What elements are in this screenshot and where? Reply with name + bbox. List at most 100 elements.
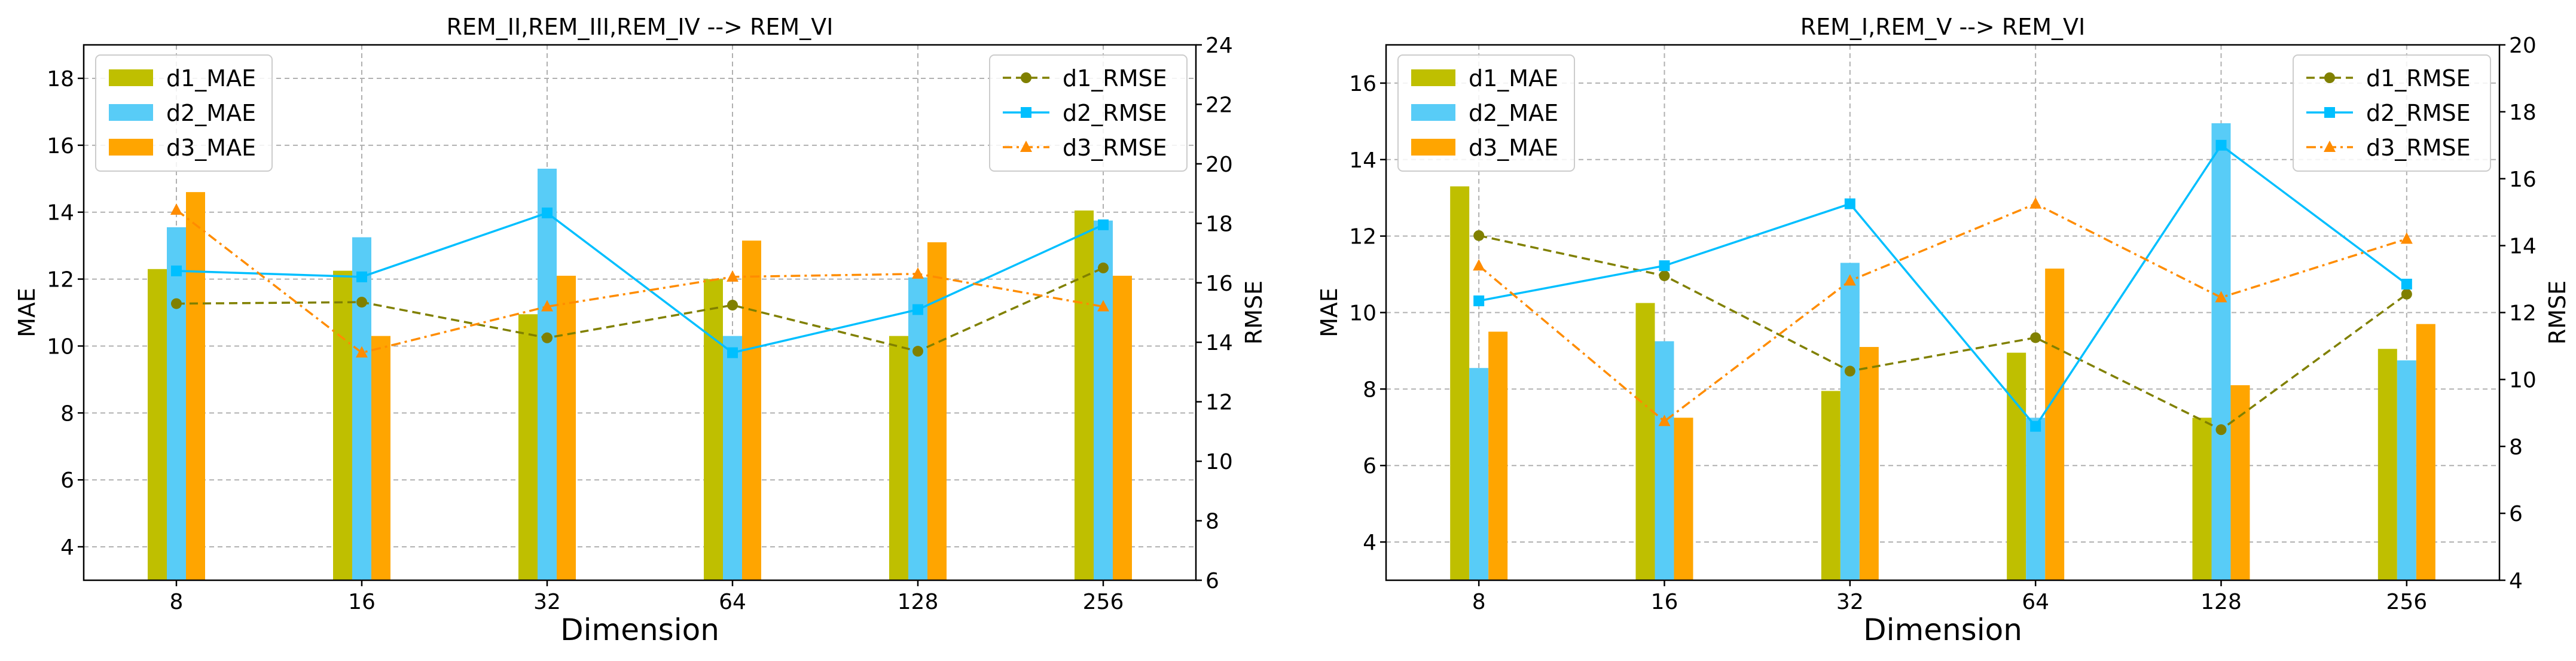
marker-d3_RMSE-8 — [1473, 259, 1485, 271]
y2-axis-label: RMSE — [2544, 281, 2571, 345]
y-tick-label: 16 — [1349, 72, 1376, 96]
chart-title: REM_I,REM_V --> REM_VI — [1800, 14, 2086, 40]
right-chart-panel: 4 6 8 10 12 14 16 4 6 8 10 12 14 16 18 20 8 16 32 64 128 256 D… — [1316, 14, 2571, 647]
y2-tick-label: 16 — [1205, 272, 1233, 296]
marker-d2_RMSE-16 — [356, 271, 367, 282]
y2-tick-label: 6 — [1205, 569, 1219, 593]
y-tick-label: 8 — [60, 401, 74, 426]
bar-d2_MAE-256 — [1094, 220, 1113, 580]
bar-d3_MAE-64 — [2045, 268, 2065, 580]
line-d1_RMSE — [176, 267, 1104, 352]
marker-d2_RMSE-64 — [2030, 421, 2041, 432]
y-tick-label: 6 — [60, 468, 74, 493]
marker-d2_RMSE-8 — [1473, 295, 1485, 306]
x-tick-label: 256 — [2386, 590, 2427, 614]
y2-tick-label: 12 — [1205, 391, 1233, 415]
y-tick-label: 4 — [60, 535, 74, 560]
y2-tick-label: 18 — [2509, 100, 2537, 125]
legend-swatch-d1_MAE — [109, 69, 153, 86]
legend-label-d2_MAE: d2_MAE — [1469, 100, 1558, 126]
legend-marker-d2_RMSE — [2324, 107, 2335, 118]
marker-d1_RMSE-64 — [727, 300, 738, 311]
bar-d2_MAE-8 — [167, 227, 186, 580]
marker-d3_RMSE-32 — [541, 300, 553, 312]
x-tick-label: 256 — [1083, 590, 1124, 614]
y-tick-label: 10 — [1349, 301, 1376, 326]
line-d2_RMSE — [176, 211, 1104, 354]
legend-label-d2_RMSE: d2_RMSE — [1063, 100, 1167, 126]
bar-d1_MAE-128 — [2192, 418, 2212, 580]
legend-label-d1_MAE: d1_MAE — [1469, 65, 1558, 92]
bar-d2_MAE-64 — [2026, 418, 2046, 580]
y-tick-label: 4 — [1363, 531, 1376, 555]
legend-swatch-d3_MAE — [1411, 139, 1455, 156]
legend-swatch-d3_MAE — [109, 139, 153, 156]
bar-legend: d1_MAE d2_MAE d3_MAE — [95, 54, 273, 172]
y-tick-label: 8 — [1363, 377, 1376, 402]
marker-d3_RMSE-64 — [2029, 197, 2042, 209]
y2-tick-label: 10 — [1205, 450, 1233, 474]
legend-swatch-d2_MAE — [109, 104, 153, 121]
legend-swatch-d1_MAE — [1411, 69, 1455, 86]
legend-marker-d3_RMSE — [1020, 141, 1032, 152]
y2-tick-label: 6 — [2509, 502, 2523, 526]
legend-marker-d3_RMSE — [2324, 141, 2336, 152]
line-legend: d1_RMSE d2_RMSE d3_RMSE — [989, 54, 1188, 172]
marker-d2_RMSE-128 — [912, 304, 923, 315]
line-d3_RMSE — [1478, 202, 2407, 423]
x-tick-label: 64 — [2022, 590, 2049, 614]
y2-tick-label: 12 — [2509, 301, 2537, 326]
bar-d2_MAE-16 — [1655, 341, 1674, 580]
bar-d1_MAE-16 — [333, 270, 352, 580]
legend-label-d3_RMSE: d3_RMSE — [2366, 135, 2471, 161]
bar-d2_MAE-256 — [2397, 360, 2416, 580]
marker-d2_RMSE-8 — [171, 265, 182, 276]
bar-d1_MAE-256 — [1075, 210, 1094, 580]
marker-d3_RMSE-256 — [2400, 232, 2413, 244]
marker-d3_RMSE-128 — [2215, 291, 2227, 303]
bar-d1_MAE-16 — [1635, 303, 1655, 580]
y2-tick-label: 14 — [2509, 234, 2537, 259]
bar-d3_MAE-16 — [1674, 418, 1693, 580]
marker-d2_RMSE-16 — [1659, 260, 1670, 272]
marker-d1_RMSE-256 — [1098, 262, 1109, 273]
marker-d1_RMSE-8 — [171, 298, 182, 309]
y2-tick-label: 24 — [1205, 33, 1233, 58]
line-legend-box — [989, 54, 1188, 172]
y2-tick-label: 10 — [2509, 368, 2537, 392]
bar-d3_MAE-64 — [742, 240, 761, 580]
chart-title: REM_II,REM_III,REM_IV --> REM_VI — [447, 14, 834, 40]
x-tick-label: 32 — [533, 590, 561, 614]
marker-d3_RMSE-32 — [1844, 274, 1856, 286]
legend-label-d3_MAE: d3_MAE — [1469, 135, 1558, 161]
marker-d2_RMSE-32 — [542, 207, 553, 218]
marker-d1_RMSE-8 — [1473, 230, 1485, 241]
y2-tick-label: 20 — [2509, 33, 2537, 58]
bar-d1_MAE-8 — [148, 269, 167, 580]
x-tick-label: 128 — [2200, 590, 2242, 614]
bar-d3_MAE-128 — [2230, 385, 2250, 580]
bar-d3_MAE-256 — [1113, 275, 1132, 580]
bar-d3_MAE-256 — [2416, 324, 2435, 580]
y-tick-label: 12 — [1349, 225, 1376, 249]
x-tick-label: 8 — [170, 590, 184, 614]
legend-marker-d2_RMSE — [1021, 107, 1031, 118]
line-legend: d1_RMSE d2_RMSE d3_RMSE — [2293, 54, 2491, 172]
x-tick-label: 32 — [1836, 590, 1864, 614]
bar-d3_MAE-8 — [1488, 331, 1508, 580]
bar-d1_MAE-128 — [889, 336, 908, 580]
marker-d1_RMSE-32 — [1844, 365, 1855, 377]
marker-d3_RMSE-8 — [170, 203, 182, 215]
bar-d2_MAE-16 — [352, 237, 371, 580]
marker-d2_RMSE-64 — [727, 347, 738, 358]
line-d1_RMSE — [1478, 234, 2407, 431]
x-tick-label: 16 — [1651, 590, 1678, 614]
legend-label-d3_MAE: d3_MAE — [166, 135, 256, 161]
legend-label-d3_RMSE: d3_RMSE — [1063, 135, 1167, 161]
y-tick-label: 16 — [47, 134, 74, 159]
bar-d1_MAE-64 — [704, 279, 723, 580]
line-d2_RMSE — [1478, 144, 2407, 428]
bar-d2_MAE-128 — [908, 277, 927, 580]
